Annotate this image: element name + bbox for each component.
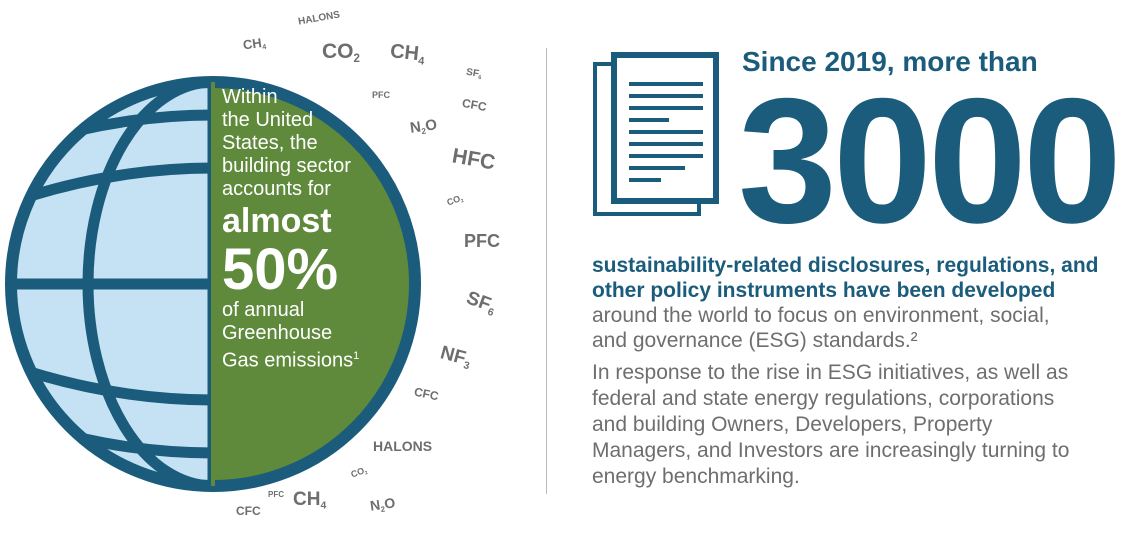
bold-paragraph: sustainability-related disclosures, regu… bbox=[592, 253, 1098, 303]
globe-text-line: of annual bbox=[222, 299, 305, 321]
paragraph-line: around the world to focus on environment… bbox=[592, 304, 1050, 327]
paragraph-line: and building Owners, Developers, Propert… bbox=[592, 413, 993, 436]
since-heading: Since 2019, more than bbox=[742, 46, 1038, 77]
response-paragraph: In response to the rise in ESG initiativ… bbox=[592, 360, 1069, 490]
globe-text-line: States, the bbox=[222, 132, 318, 154]
paragraph-line: federal and state energy regulations, co… bbox=[592, 387, 1055, 410]
gas-label-sf6: SF6 bbox=[465, 66, 482, 82]
gas-label-ch4: CH4 bbox=[241, 35, 267, 53]
bold-line: other policy instruments have been devel… bbox=[592, 279, 1056, 302]
gas-label-ch4: CH4 bbox=[389, 40, 425, 68]
document-icon bbox=[593, 52, 719, 216]
globe-text-line: building sector bbox=[222, 155, 351, 177]
gas-label-pfc: PFC bbox=[268, 490, 284, 499]
gas-label-ch4: CH4 bbox=[293, 489, 327, 512]
paragraph-line: and governance (ESG) standards.² bbox=[592, 329, 918, 352]
paragraph-continuation: around the world to focus on environment… bbox=[592, 303, 1050, 353]
globe-illustration bbox=[5, 76, 421, 492]
globe-text-line: Gas emissions1 bbox=[222, 349, 360, 372]
bold-line: sustainability-related disclosures, regu… bbox=[592, 254, 1099, 277]
globe-text-line: Within bbox=[222, 86, 278, 108]
footnote-marker: 1 bbox=[353, 350, 360, 362]
gas-label-n2o: N2O bbox=[368, 494, 397, 514]
percent-value: 50% bbox=[222, 237, 339, 302]
globe-statistic: Within the United States, the building s… bbox=[222, 86, 422, 373]
vertical-divider bbox=[546, 48, 547, 494]
gas-label-co2: CO2 bbox=[322, 40, 360, 66]
gas-label-pfc: PFC bbox=[372, 90, 390, 100]
paragraph-line: Managers, and Investors are increasingly… bbox=[592, 439, 1070, 462]
gas-label-pfc: PFC bbox=[464, 231, 500, 251]
globe-text-line: the United bbox=[222, 109, 314, 131]
big-number: 3000 bbox=[738, 61, 1122, 260]
globe-text-line: accounts for bbox=[222, 178, 331, 200]
paragraph-line: In response to the rise in ESG initiativ… bbox=[592, 361, 1069, 384]
almost-label: almost bbox=[222, 202, 332, 240]
gas-label-halons: HALONS bbox=[373, 438, 433, 454]
paragraph-line: energy benchmarking. bbox=[592, 465, 800, 488]
gas-label-cfc: CFC bbox=[236, 504, 261, 518]
globe-text-line: Greenhouse bbox=[222, 322, 333, 344]
